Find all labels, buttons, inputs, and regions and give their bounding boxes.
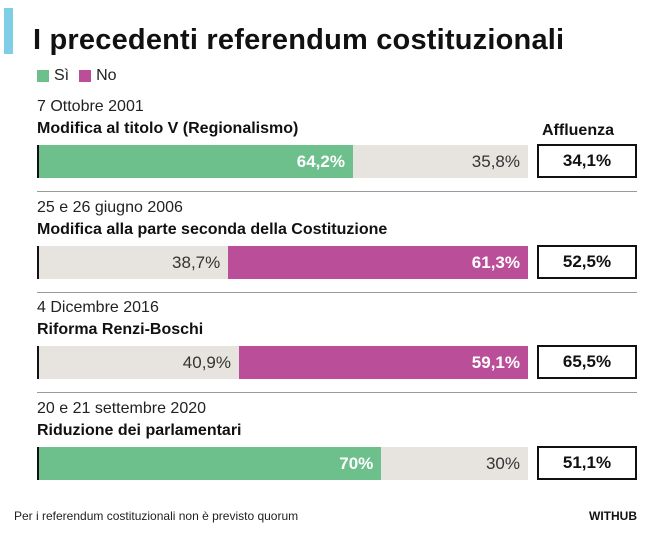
- bar-value-si: 64,2%: [296, 151, 345, 171]
- referendum-row: 7 Ottobre 2001 Modifica al titolo V (Regi…: [0, 98, 647, 193]
- bar-value-no: 61,3%: [471, 252, 520, 272]
- turnout-box: 51,1%: [537, 446, 637, 480]
- bar-value-no: 35,8%: [471, 151, 520, 171]
- legend-swatch-si: [37, 70, 49, 82]
- bar-value-si: 40,9%: [182, 352, 231, 372]
- referendum-label: Riforma Renzi-Boschi: [37, 321, 204, 338]
- row-divider: [37, 392, 637, 393]
- chart-title: I precedenti referendum costituzionali: [33, 24, 565, 56]
- legend-label-si: Sì: [54, 67, 70, 84]
- referendum-label: Riduzione dei parlamentari: [37, 422, 242, 439]
- legend-swatch-no: [79, 70, 92, 82]
- referendum-date: 20 e 21 settembre 2020: [37, 400, 207, 417]
- bar-segment-no: 59,1%: [239, 346, 528, 379]
- bar-value-si: 38,7%: [172, 252, 221, 272]
- referendum-label: Modifica alla parte seconda della Costit…: [37, 221, 388, 238]
- bar-segment-no: 30%: [381, 447, 528, 480]
- legend-item-no: No: [79, 67, 117, 85]
- legend: Sì No: [37, 67, 127, 85]
- bar-segment-no: 35,8%: [352, 145, 528, 178]
- turnout-box: 34,1%: [537, 144, 637, 178]
- referendum-date: 7 Ottobre 2001: [37, 98, 144, 115]
- bar-value-no: 59,1%: [471, 352, 520, 372]
- referendum-row: 4 Dicembre 2016 Riforma Renzi-Boschi 40,9%…: [0, 299, 647, 394]
- result-bar: 40,9% 59,1%: [37, 346, 528, 379]
- referendum-row: 20 e 21 settembre 2020 Riduzione dei parl…: [0, 400, 647, 495]
- referendum-row: 25 e 26 giugno 2006 Modifica alla parte s…: [0, 199, 647, 294]
- accent-bar: [4, 8, 13, 54]
- result-bar: 38,7% 61,3%: [37, 246, 528, 279]
- legend-item-si: Sì: [37, 67, 69, 85]
- bar-segment-si: 40,9%: [39, 346, 239, 379]
- bar-segment-si: 64,2%: [39, 145, 353, 178]
- row-divider: [37, 191, 637, 192]
- row-divider: [37, 292, 637, 293]
- bar-segment-si: 70%: [39, 447, 382, 480]
- source-credit: WITHUB: [589, 509, 637, 523]
- turnout-header: Affluenza: [542, 122, 614, 139]
- result-bar: 70% 30%: [37, 447, 528, 480]
- referendum-date: 25 e 26 giugno 2006: [37, 199, 183, 216]
- bar-segment-si: 38,7%: [39, 246, 229, 279]
- bar-value-si: 70%: [339, 453, 374, 473]
- result-bar: 64,2% 35,8%: [37, 145, 528, 178]
- turnout-box: 65,5%: [537, 345, 637, 379]
- referendum-label: Modifica al titolo V (Regionalismo): [37, 120, 299, 137]
- bar-value-no: 30%: [485, 453, 520, 473]
- referendum-date: 4 Dicembre 2016: [37, 299, 159, 316]
- turnout-box: 52,5%: [537, 245, 637, 279]
- legend-label-no: No: [96, 67, 117, 84]
- bar-segment-no: 61,3%: [228, 246, 528, 279]
- footer-note: Per i referendum costituzionali non è pr…: [14, 509, 299, 523]
